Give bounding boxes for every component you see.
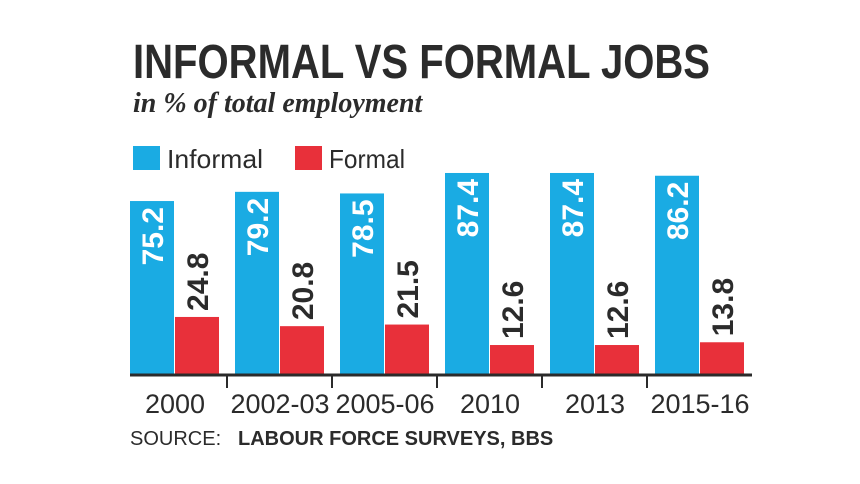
value-label: 86.2 [662,182,695,240]
bar [595,345,639,374]
bar [280,326,324,374]
legend-swatch [133,146,160,170]
value-label: 12.6 [602,281,635,339]
bar [130,201,174,374]
bar [340,193,384,374]
chart-title: INFORMAL VS FORMAL JOBS [133,36,710,89]
value-label: 78.5 [347,199,380,257]
x-tick-label: 2013 [565,389,625,419]
legend-label: Informal [167,144,263,174]
value-label: 12.6 [497,281,530,339]
bar [175,316,219,374]
chart-subtitle: in % of total employment [133,88,424,119]
x-tick-label: 2010 [460,389,520,419]
legend-swatch [295,146,322,170]
bar [700,342,744,374]
x-tick-label: 2002-03 [230,389,329,419]
value-label: 87.4 [452,179,485,238]
x-tick-label: 2005-06 [335,389,434,419]
bar [235,191,279,374]
value-label: 79.2 [242,198,275,256]
value-label: 13.8 [707,278,740,336]
x-tick-label: 2015-16 [650,389,749,419]
x-tick-label: 2000 [145,389,205,419]
bar [655,175,699,374]
legend-label: Formal [329,144,405,174]
value-label: 87.4 [557,179,590,238]
value-label: 24.8 [182,253,215,311]
source: LABOUR FORCE SURVEYS, BBS [238,428,553,450]
value-label: 75.2 [137,207,170,265]
bar [490,345,534,374]
bar [445,172,489,374]
value-label: 20.8 [287,262,320,320]
bar [550,172,594,374]
value-label: 21.5 [392,260,425,318]
source-label: SOURCE: [130,428,221,450]
bar [385,324,429,374]
